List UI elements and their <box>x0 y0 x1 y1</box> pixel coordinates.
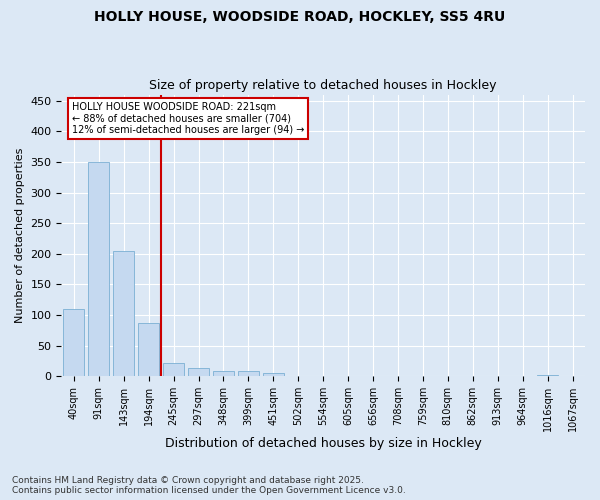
Bar <box>163 363 184 376</box>
Text: HOLLY HOUSE WOODSIDE ROAD: 221sqm
← 88% of detached houses are smaller (704)
12%: HOLLY HOUSE WOODSIDE ROAD: 221sqm ← 88% … <box>72 102 304 135</box>
Bar <box>113 251 134 376</box>
Text: Contains HM Land Registry data © Crown copyright and database right 2025.
Contai: Contains HM Land Registry data © Crown c… <box>12 476 406 495</box>
Bar <box>188 368 209 376</box>
X-axis label: Distribution of detached houses by size in Hockley: Distribution of detached houses by size … <box>165 437 482 450</box>
Bar <box>238 372 259 376</box>
Bar <box>537 374 558 376</box>
Bar <box>263 374 284 376</box>
Title: Size of property relative to detached houses in Hockley: Size of property relative to detached ho… <box>149 79 497 92</box>
Text: HOLLY HOUSE, WOODSIDE ROAD, HOCKLEY, SS5 4RU: HOLLY HOUSE, WOODSIDE ROAD, HOCKLEY, SS5… <box>94 10 506 24</box>
Bar <box>63 309 85 376</box>
Bar <box>213 372 234 376</box>
Bar <box>88 162 109 376</box>
Bar <box>138 323 159 376</box>
Y-axis label: Number of detached properties: Number of detached properties <box>15 148 25 323</box>
